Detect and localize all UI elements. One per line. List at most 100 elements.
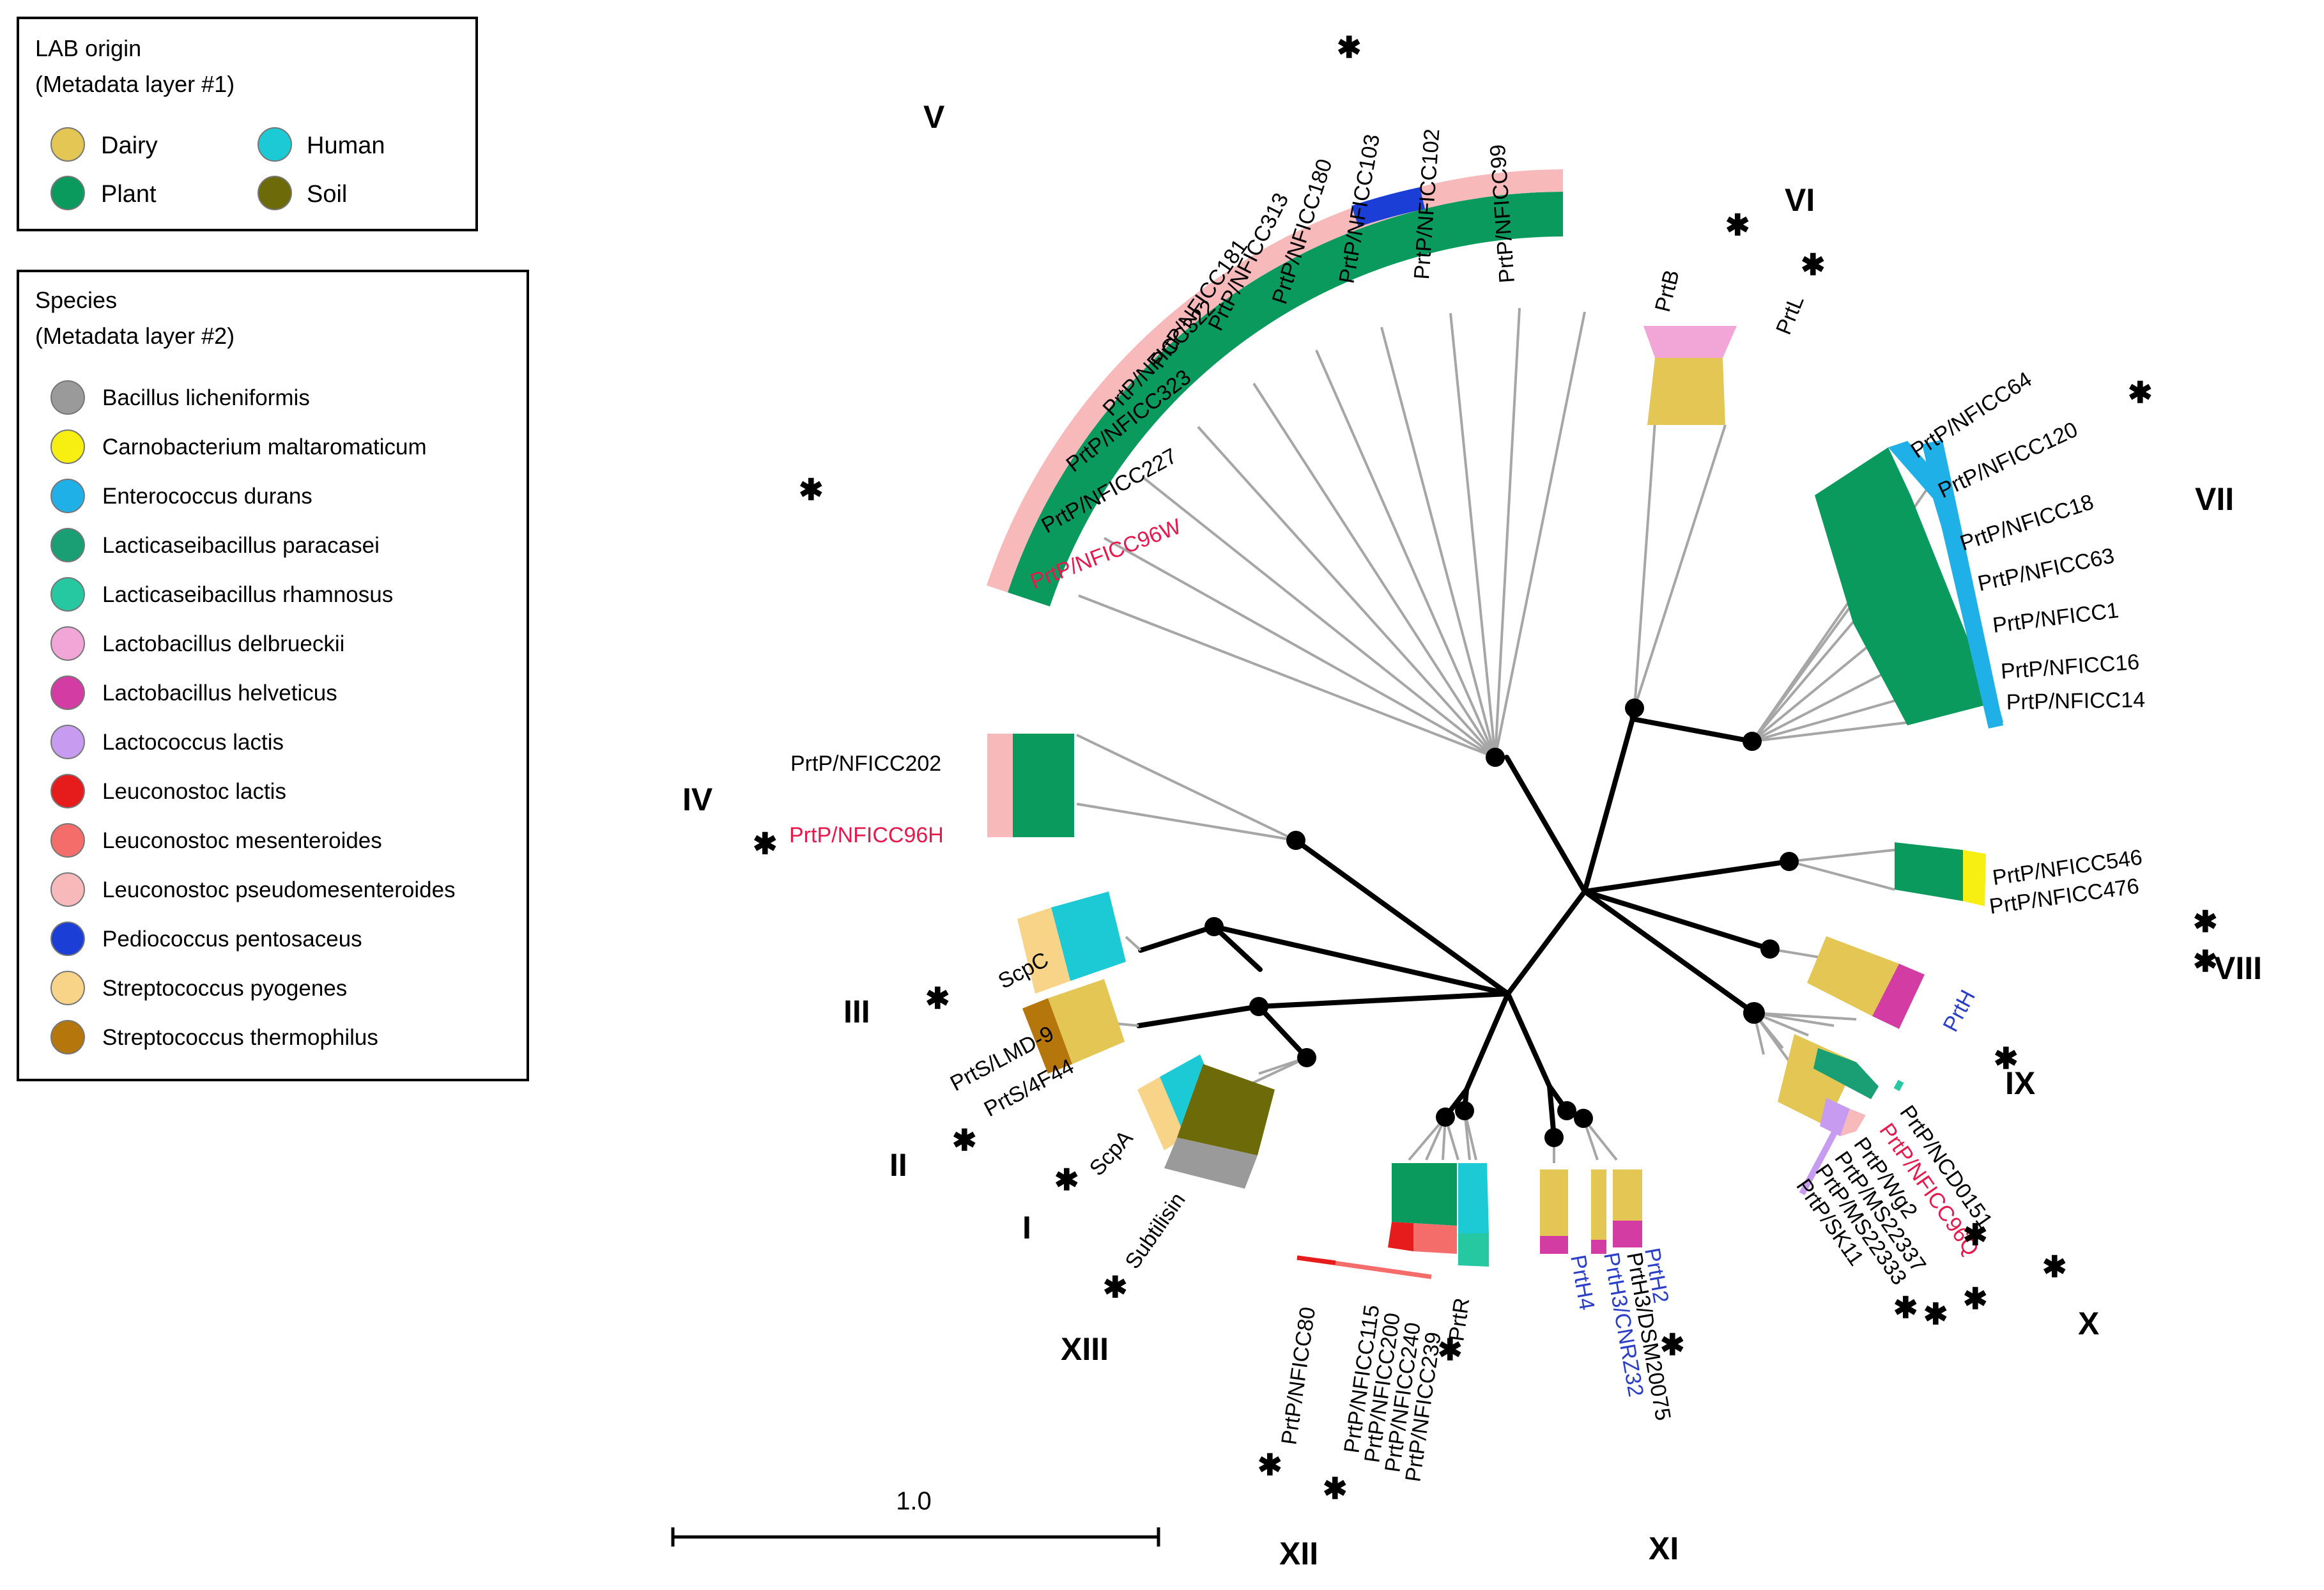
- metadata-rings: [987, 169, 2003, 1279]
- leaf-label-nficc1: PrtP/NFICC1: [1991, 598, 2120, 638]
- asterisk: ✱: [1323, 1472, 1348, 1505]
- clade-label-iii: III: [843, 994, 870, 1030]
- iv-species-block: [987, 734, 1013, 837]
- leaf-label-prth: PrtH: [1939, 986, 1980, 1036]
- clade-label-xii: XII: [1279, 1536, 1318, 1571]
- iii-species-block: [1017, 907, 1070, 994]
- i-species-block: [1137, 1077, 1185, 1150]
- asterisk: ✱: [2193, 945, 2218, 978]
- leaf-label-nficc16: PrtP/NFICC16: [2000, 650, 2140, 684]
- legend-species-swatch: [50, 577, 85, 612]
- clade-label-vii: VII: [2195, 481, 2234, 517]
- legend-species-swatch: [50, 823, 85, 858]
- asterisk: ✱: [925, 982, 950, 1015]
- leaf-label-prtl: PrtL: [1771, 292, 1809, 338]
- legend-species-label: Lacticaseibacillus rhamnosus: [102, 582, 393, 607]
- leaf-label-nficc80: PrtP/NFICC80: [1277, 1306, 1320, 1446]
- legend-species: Species (Metadata layer #2) Bacillus lic…: [17, 270, 529, 1081]
- legend-species-label: Leuconostoc lactis: [102, 779, 286, 804]
- clade-label-vi: VI: [1785, 182, 1815, 218]
- leaf-label-nficc63: PrtP/NFICC63: [1976, 543, 2116, 596]
- asterisk: ✱: [1994, 1042, 2019, 1075]
- leaf-label-prtr: PrtR: [1444, 1296, 1474, 1343]
- legend-label-dairy: Dairy: [101, 132, 158, 159]
- tree-branches: [1136, 706, 1792, 1140]
- x-paracasei-segment: [1813, 1048, 1879, 1099]
- legend-species-swatch: [50, 971, 85, 1005]
- legend-species-label: Lactococcus lactis: [102, 730, 284, 755]
- legend-species-swatch: [50, 922, 85, 956]
- clade-label-xiii: XIII: [1061, 1331, 1109, 1367]
- leaf-label-prth4: PrtH4: [1566, 1253, 1599, 1312]
- scale-bar-label: 1.0: [896, 1487, 932, 1515]
- ix-species-block: [1872, 964, 1925, 1029]
- asterisk: ✱: [1054, 1163, 1079, 1196]
- ii-species-block: [1022, 998, 1072, 1074]
- clade-label-iv: IV: [682, 782, 713, 817]
- legend-label-plant: Plant: [101, 181, 157, 208]
- legend-species-swatch: [50, 1020, 85, 1054]
- v-plant-ring: [1008, 192, 1563, 606]
- v-pediococcus-segment: [1351, 187, 1425, 227]
- ix-origin-block: [1807, 936, 1899, 1016]
- leaf-label-nficc102: PrtP/NFICC102: [1410, 128, 1444, 280]
- legend-swatch-plant: [50, 176, 85, 210]
- legend-species-swatch: [50, 675, 85, 710]
- legend-species-swatch: [50, 528, 85, 562]
- asterisk: ✱: [1103, 1270, 1128, 1304]
- clade-label-ix: IX: [2005, 1065, 2035, 1101]
- leaf-label-nficc96h: PrtP/NFICC96H: [789, 823, 944, 847]
- legend-species-label: Enterococcus durans: [102, 484, 312, 509]
- legend-species-label: Bacillus licheniformis: [102, 385, 310, 410]
- leaf-label-subtilisin: Subtilisin: [1120, 1188, 1190, 1273]
- legend-origin-title: LAB origin: [35, 35, 141, 61]
- asterisk: ✱: [1893, 1291, 1918, 1324]
- legend-label-soil: Soil: [307, 181, 347, 208]
- asterisk: ✱: [1258, 1448, 1282, 1481]
- legend-species-title: Species: [35, 287, 117, 313]
- asterisk: ✱: [2128, 376, 2153, 409]
- legend-species-swatch: [50, 626, 85, 661]
- legend-species-swatch: [50, 479, 85, 513]
- tree-nodes: [1204, 699, 1799, 1147]
- legend-species-label: Pediococcus pentosaceus: [102, 927, 362, 952]
- clade-labels: V VI VII VIII IX X XI XII XIII I II III …: [682, 99, 2262, 1571]
- legend-lab-origin: LAB origin (Metadata layer #1) Dairy Hum…: [17, 17, 478, 231]
- leaf-label-nficc18: PrtP/NFICC18: [1957, 490, 2097, 555]
- vi-species-block: [1643, 326, 1737, 358]
- xiii-species-block: [1164, 1138, 1258, 1189]
- legend-species-swatch: [50, 380, 85, 415]
- clade-label-ii: II: [889, 1147, 907, 1183]
- asterisk: ✱: [1963, 1282, 1988, 1315]
- legend-swatch-human: [258, 127, 292, 162]
- leaf-label-nficc202: PrtP/NFICC202: [790, 752, 941, 776]
- iv-origin-block: [1013, 734, 1074, 837]
- leaf-lines: [1076, 307, 1930, 1163]
- legend-species-label: Carnobacterium maltaromaticum: [102, 435, 427, 459]
- asterisk: ✱: [1438, 1333, 1463, 1366]
- legend-species-swatch: [50, 872, 85, 907]
- asterisk: ✱: [1725, 208, 1750, 242]
- ii-origin-block: [1048, 979, 1125, 1064]
- legend-species-label: Lacticaseibacillus paracasei: [102, 533, 380, 558]
- legend-species-swatch: [50, 725, 85, 759]
- clade-label-x: X: [2078, 1306, 2099, 1341]
- asterisk: ✱: [2193, 905, 2218, 938]
- vi-origin-block: [1647, 358, 1725, 425]
- xi-origin-block-1: [1540, 1169, 1568, 1236]
- asterisk: ✱: [2042, 1250, 2067, 1283]
- legend-species-label: Leuconostoc mesenteroides: [102, 828, 382, 853]
- legend-species-swatch: [50, 429, 85, 464]
- legend-species-swatch: [50, 774, 85, 808]
- legend-species-subtitle: (Metadata layer #2): [35, 323, 235, 349]
- viii-origin-block: [1895, 842, 1963, 901]
- asterisk: ✱: [753, 827, 778, 860]
- asterisk: ✱: [1801, 248, 1826, 281]
- legend-origin-subtitle: (Metadata layer #1): [35, 71, 235, 97]
- asterisk: ✱: [799, 473, 824, 506]
- iii-origin-block: [1051, 891, 1126, 981]
- legend-swatch-dairy: [50, 127, 85, 162]
- clade-label-v: V: [923, 99, 945, 135]
- legend-species-label: Streptococcus thermophilus: [102, 1025, 378, 1050]
